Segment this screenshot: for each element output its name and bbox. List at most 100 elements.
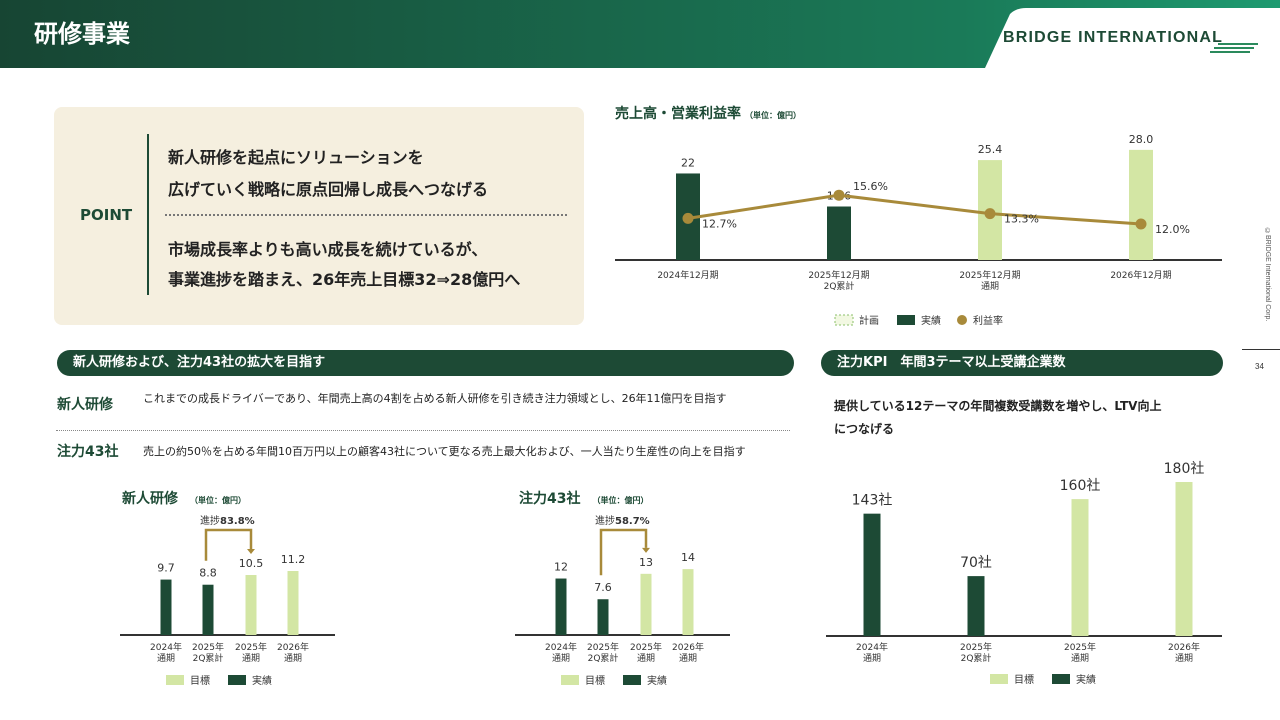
sales-category-label: 2026年12月期 <box>1110 269 1171 281</box>
point-dotted-separator <box>165 214 567 216</box>
profit-rate-point <box>682 212 694 224</box>
focus-value-label: 14 <box>681 551 695 564</box>
sales-value-label: 25.4 <box>978 143 1003 156</box>
legend-label-target: 目標 <box>1014 673 1034 686</box>
focus-category-label: 2024年通期 <box>545 641 577 664</box>
newhire-chart-title-text: 新人研修 <box>122 491 178 507</box>
newhire-category-label: 2025年通期 <box>235 641 267 664</box>
legend-label-actual: 実績 <box>921 314 941 327</box>
kpi-value-label: 180社 <box>1164 461 1205 477</box>
logo-stripes-icon <box>1210 43 1258 53</box>
legend-label-target: 目標 <box>585 674 605 687</box>
header-banner <box>0 0 1280 68</box>
sales-chart-title: 売上高・営業利益率 （単位：億円） <box>615 103 801 123</box>
legend-label-actual: 実績 <box>1076 673 1096 686</box>
point-divider <box>147 134 149 295</box>
kpi-value-label: 160社 <box>1060 478 1101 494</box>
kpi-category-label: 2025年通期 <box>1064 641 1096 664</box>
focus-category-label: 2026年通期 <box>672 641 704 664</box>
legend-swatch-actual <box>228 675 246 685</box>
sales-profit-chart: 222024年12月期13.62025年12月期2Q累計25.42025年12月… <box>615 133 1222 327</box>
kpi-bar <box>967 576 985 636</box>
sales-value-label: 28.0 <box>1129 133 1154 146</box>
legend-label-actual: 実績 <box>252 674 272 687</box>
legend-swatch-target <box>561 675 579 685</box>
profit-rate-label: 12.7% <box>702 217 737 230</box>
section-left-title: 新人研修および、注力43社の拡大を目指す <box>57 350 794 376</box>
newhire-value-label: 9.7 <box>157 562 175 575</box>
page-number-rule <box>1242 349 1280 350</box>
newhire-progress-label: 進捗83.8% <box>200 514 255 527</box>
kpi-value-label: 143社 <box>852 493 893 509</box>
newhire-value-label: 11.2 <box>281 553 306 566</box>
focus-chart-unit: （単位：億円） <box>592 496 649 505</box>
focus-value-label: 7.6 <box>594 581 612 594</box>
focus-category-label: 2025年通期 <box>630 641 662 664</box>
focus-bar <box>682 569 694 635</box>
legend-swatch-actual <box>1052 674 1070 684</box>
sales-chart-title-text: 売上高・営業利益率 <box>615 106 741 122</box>
point-box <box>54 107 584 325</box>
legend-label-plan: 計画 <box>859 314 879 327</box>
point-label: POINT <box>80 206 133 224</box>
focus43-chart: 12 2024年通期 7.6 2025年 2Q累計 13 2025年通期 14 2026年通期 進… <box>515 514 730 687</box>
profit-rate-label: 13.3% <box>1004 213 1039 226</box>
newhire-category-label: 2025年 2Q累計 <box>192 641 224 664</box>
sales-bar <box>827 206 851 260</box>
point-line-4: 事業進捗を踏まえ、26年売上目標32⇒28億円へ <box>168 270 521 289</box>
sales-bar <box>1129 149 1153 260</box>
copyright: ©BRIDGE International Corp. <box>1264 228 1271 322</box>
focus-bar <box>597 599 609 635</box>
profit-rate-point <box>1135 218 1147 230</box>
newhire-bar <box>160 579 172 635</box>
newhire-bar <box>202 584 214 635</box>
kpi-desc-line-2: につなげる <box>834 422 895 436</box>
legend-swatch-actual <box>623 675 641 685</box>
newhire-progress-bracket <box>204 528 253 561</box>
sales-category-label: 2024年12月期 <box>657 269 718 281</box>
focus-chart-title-text: 注力43社 <box>519 491 581 507</box>
kpi-category-label: 2025年 2Q累計 <box>960 641 992 664</box>
legend-swatch-profit-rate <box>957 315 967 325</box>
focus-chart-title: 注力43社 （単位：億円） <box>519 488 648 508</box>
focus-value-label: 13 <box>639 556 653 569</box>
kpi-chart: 143社 2024年通期 70社 2025年 2Q累計 160社 2025年通期 180社 20… <box>826 461 1222 686</box>
profit-rate-point <box>833 189 845 201</box>
newhire-progress-arrowhead <box>247 549 255 554</box>
kpi-value-label: 70社 <box>960 555 992 571</box>
company-logo: BRIDGE INTERNATIONAL <box>1003 29 1224 46</box>
newhire-chart: 9.7 2024年通期 8.8 2025年 2Q累計 10.5 2025年通期 11.2 202… <box>120 514 335 687</box>
profit-rate-line <box>687 193 1142 226</box>
newhire-chart-title: 新人研修 （単位：億円） <box>122 488 246 508</box>
row-text-focus: 売上の約50％を占める年間10百万円以上の顧客43社について更なる売上最大化およ… <box>143 445 746 458</box>
sales-value-label: 22 <box>681 156 695 169</box>
kpi-category-label: 2024年通期 <box>856 641 888 664</box>
focus-progress-bracket <box>599 528 648 576</box>
legend-swatch-plan <box>834 314 854 326</box>
page-number: 34 <box>1255 362 1264 371</box>
focus-progress-label: 進捗58.7% <box>595 514 650 527</box>
focus-value-label: 12 <box>554 561 568 574</box>
newhire-chart-unit: （単位：億円） <box>190 496 246 505</box>
row-label-newhire: 新人研修 <box>57 397 113 413</box>
newhire-category-label: 2026年通期 <box>277 641 309 664</box>
legend-label-actual: 実績 <box>647 674 667 687</box>
focus-bar <box>640 573 652 635</box>
legend-swatch-target <box>166 675 184 685</box>
sales-category-label: 2025年12月期 2Q累計 <box>808 269 869 292</box>
profit-rate-point <box>984 208 996 220</box>
profit-rate-label: 12.0% <box>1155 223 1190 236</box>
point-line-3: 市場成長率よりも高い成長を続けているが、 <box>168 240 488 259</box>
newhire-value-label: 8.8 <box>199 567 217 580</box>
legend-swatch-target <box>990 674 1008 684</box>
page-title: 研修事業 <box>34 20 130 48</box>
sales-chart-unit: （単位：億円） <box>745 111 801 120</box>
focus-category-label: 2025年 2Q累計 <box>587 641 619 664</box>
newhire-bar <box>245 575 257 635</box>
sales-category-label: 2025年12月期通期 <box>959 269 1020 292</box>
kpi-bar <box>863 513 881 636</box>
focus-bar <box>555 578 567 635</box>
row-label-focus: 注力43社 <box>57 444 119 460</box>
legend-label-target: 目標 <box>190 674 210 687</box>
newhire-bar <box>287 571 299 635</box>
